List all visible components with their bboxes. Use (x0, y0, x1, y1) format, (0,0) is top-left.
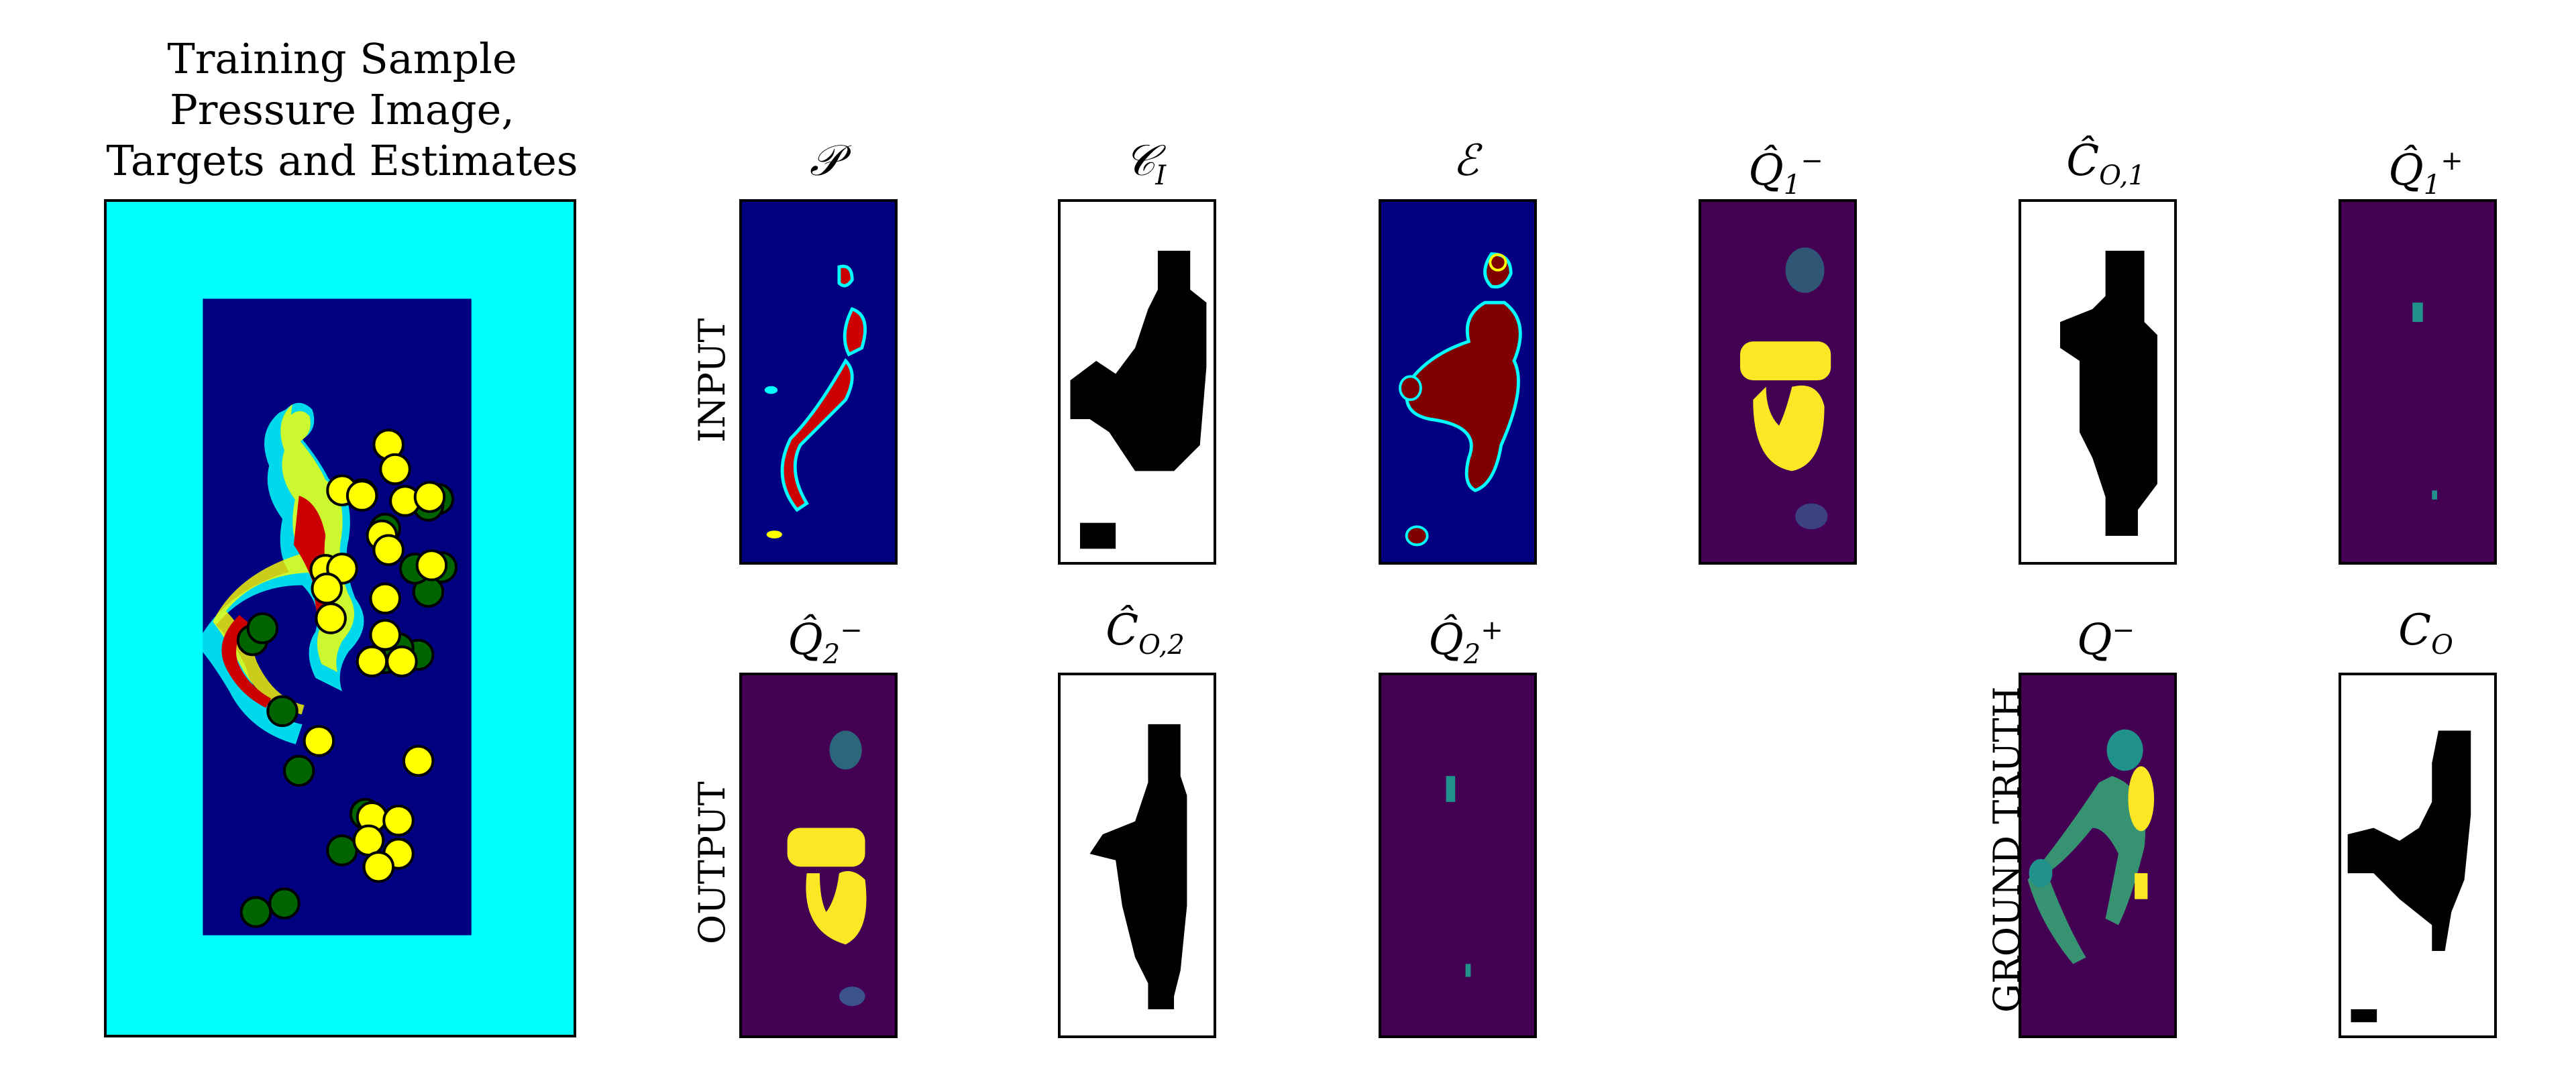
panel-q1-minus (1699, 199, 1857, 565)
target-marker (246, 612, 279, 644)
panel-q2-minus (739, 673, 898, 1038)
estimate-marker (356, 645, 388, 677)
panel-contact-input (1058, 199, 1216, 565)
title-co2: ĈO,2 (1106, 606, 1185, 661)
title-q2-minus: Q̂2− (788, 615, 863, 671)
title-e: ℰ (1452, 136, 1479, 186)
estimate-marker (415, 549, 448, 581)
title-p: 𝒫 (809, 136, 841, 186)
title-co: CO (2398, 606, 2453, 661)
estimate-marker (369, 618, 401, 651)
title-q-minus: Q− (2077, 615, 2135, 665)
title-ci: 𝒞I (1124, 136, 1167, 191)
target-marker (266, 695, 299, 728)
target-marker (239, 896, 272, 928)
panel-q2-plus (1379, 673, 1537, 1038)
estimate-marker (362, 851, 395, 883)
estimate-marker (372, 534, 405, 566)
title-q2-plus: Q̂2+ (1428, 615, 1503, 671)
title-q1-minus: Q̂1− (1748, 146, 1823, 201)
figure-title-line-1: Training Sample (167, 34, 517, 83)
estimate-marker (413, 481, 446, 513)
target-marker (268, 887, 301, 919)
training-sample-image (196, 298, 472, 936)
figure-title-line-3: Targets and Estimates (106, 136, 578, 185)
target-marker (326, 834, 358, 866)
estimate-marker (352, 824, 385, 856)
estimate-marker (386, 645, 418, 677)
panel-q1-plus (2339, 199, 2497, 565)
estimate-marker (379, 453, 411, 486)
estimate-marker (303, 725, 335, 757)
panel-co2 (1058, 673, 1216, 1038)
panel-edge-input (1379, 199, 1537, 565)
title-q1-plus: Q̂1+ (2388, 146, 2463, 201)
estimate-marker (311, 572, 343, 605)
panel-co1 (2019, 199, 2177, 565)
estimate-marker (402, 744, 435, 777)
row-label-output: OUTPUT (691, 781, 733, 944)
estimate-marker (382, 804, 415, 837)
panel-pressure-input (739, 199, 898, 565)
figure-title-line-2: Pressure Image, (170, 85, 515, 134)
joint-markers (236, 429, 458, 928)
estimate-marker (315, 602, 347, 634)
estimate-marker (345, 479, 378, 512)
row-label-input: INPUT (691, 318, 733, 443)
title-co1: ĈO,1 (2066, 136, 2145, 191)
training-sample-panel (104, 199, 576, 1037)
panel-co (2339, 673, 2497, 1038)
target-marker (282, 754, 315, 787)
figure-title: Training Sample Pressure Image, Targets … (80, 34, 604, 186)
panel-q-minus (2019, 673, 2177, 1038)
estimate-marker (369, 582, 401, 615)
pressure-heatmap (196, 402, 364, 744)
